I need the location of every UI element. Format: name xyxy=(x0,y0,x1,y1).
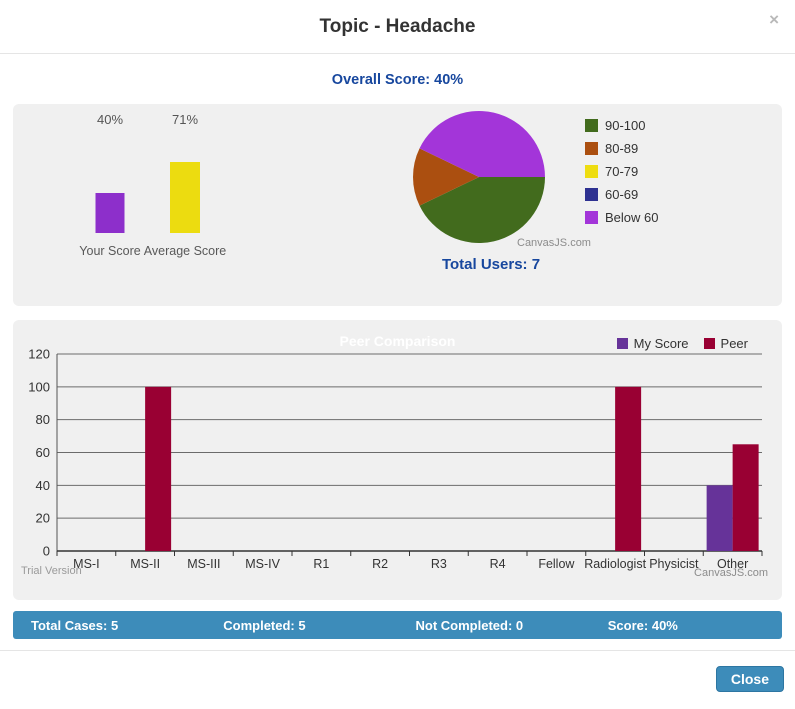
legend-label: 80-89 xyxy=(605,141,639,156)
legend-swatch xyxy=(585,165,598,178)
peer-bar-my-score xyxy=(706,485,733,551)
stat-not-completed-label: Not Completed: xyxy=(415,617,513,633)
summary-stats-bar: Total Cases: 5 Completed: 5 Not Complete… xyxy=(13,611,782,639)
pie-legend-item[interactable]: 90-100 xyxy=(585,114,658,137)
stat-total-cases-label: Total Cases: xyxy=(31,617,108,633)
modal-footer: Close xyxy=(0,650,795,692)
legend-label: 70-79 xyxy=(605,164,639,179)
total-users: Total Users: 7 xyxy=(381,256,601,273)
y-axis-tick-label: 120 xyxy=(28,347,50,362)
stat-completed-value: 5 xyxy=(298,617,306,633)
peer-legend-item[interactable]: Peer xyxy=(703,336,748,351)
y-axis-tick-label: 60 xyxy=(36,445,50,460)
legend-label: 60-69 xyxy=(605,187,639,202)
y-axis-tick-label: 100 xyxy=(28,379,50,394)
peer-legend-item[interactable]: My Score xyxy=(616,336,689,351)
legend-label: My Score xyxy=(633,336,689,351)
y-axis-tick-label: 40 xyxy=(36,478,50,493)
x-axis-category-label: MS-II xyxy=(130,557,160,571)
x-axis-category-label: Other xyxy=(717,557,748,571)
score-bar xyxy=(95,193,125,233)
x-axis-category-label: R1 xyxy=(313,557,329,571)
score-bar xyxy=(170,162,200,233)
y-axis-tick-label: 20 xyxy=(36,511,50,526)
legend-swatch xyxy=(585,142,598,155)
overall-score-value: 40% xyxy=(434,72,464,88)
stat-score-value: 40% xyxy=(651,617,678,633)
stat-not-completed-value: 0 xyxy=(515,617,524,633)
pie-legend: 90-100 80-89 70-79 60-69 Below 60 xyxy=(585,114,658,229)
total-users-label: Total Users: xyxy=(441,256,528,273)
pie-slice xyxy=(419,111,545,177)
peer-bar-peer xyxy=(145,386,172,551)
pie-slice xyxy=(419,177,545,243)
pie-legend-item[interactable]: 70-79 xyxy=(585,160,658,183)
overall-score-label: Overall Score: xyxy=(331,72,431,88)
legend-label: 90-100 xyxy=(605,118,646,133)
legend-swatch xyxy=(703,338,715,349)
score-distribution-pie-chart xyxy=(413,111,545,243)
y-axis-tick-label: 80 xyxy=(36,412,50,427)
bar-value-label: 71% xyxy=(172,112,198,127)
score-overview-panel: 40% Your Score 71% Average Score CanvasJS.c… xyxy=(13,104,782,306)
bar-category-label: Average Score xyxy=(144,244,227,258)
y-axis-tick-label: 0 xyxy=(43,544,50,559)
x-axis-category-label: R4 xyxy=(490,557,506,571)
x-axis-category-label: MS-IV xyxy=(245,557,280,571)
canvasjs-credit-link[interactable]: CanvasJS.com xyxy=(694,567,768,579)
bar-value-label: 40% xyxy=(97,112,123,127)
stat-score: Score: 40% xyxy=(590,618,782,633)
stat-total-cases: Total Cases: 5 xyxy=(13,618,205,633)
peer-chart-title: Peer Comparison xyxy=(340,333,456,349)
pie-legend-item[interactable]: Below 60 xyxy=(585,206,658,229)
x-axis-category-label: R2 xyxy=(372,557,388,571)
modal-title: Topic - Headache xyxy=(319,16,476,37)
x-axis-category-label: MS-III xyxy=(187,557,220,571)
legend-label: Peer xyxy=(720,336,748,351)
legend-swatch xyxy=(616,338,628,349)
total-users-value: 7 xyxy=(531,256,541,273)
peer-comparison-panel: 0 20 40 60 80 100 120 MS-I MS-II MS-III MS-IV R1 R2 R… xyxy=(13,320,782,600)
modal-header: Topic - Headache × xyxy=(0,0,795,54)
stat-total-cases-value: 5 xyxy=(110,617,119,633)
stat-completed-label: Completed: xyxy=(223,617,295,633)
peer-bar-peer xyxy=(615,386,642,551)
close-icon[interactable]: × xyxy=(769,10,779,29)
stat-score-label: Score: xyxy=(607,617,649,633)
pie-legend-item[interactable]: 60-69 xyxy=(585,183,658,206)
legend-swatch xyxy=(585,119,598,132)
peer-chart-legend: My Score Peer xyxy=(616,336,748,351)
legend-swatch xyxy=(585,211,598,224)
stat-not-completed: Not Completed: 0 xyxy=(398,618,590,633)
x-axis-category-label: Radiologist xyxy=(584,557,646,571)
overall-score: Overall Score: 40% xyxy=(0,70,795,90)
pie-slice xyxy=(413,148,479,206)
legend-label: Below 60 xyxy=(605,210,659,225)
trial-version-watermark: Trial Version xyxy=(21,565,82,577)
peer-bar-peer xyxy=(732,444,759,551)
bar-category-label: Your Score xyxy=(79,244,140,258)
score-bar-chart: 40% Your Score 71% Average Score xyxy=(60,109,320,269)
x-axis-category-label: MS-I xyxy=(73,557,99,571)
x-axis-category-label: Fellow xyxy=(538,557,575,571)
x-axis-category-label: R3 xyxy=(431,557,447,571)
stat-completed: Completed: 5 xyxy=(205,618,397,633)
pie-legend-item[interactable]: 80-89 xyxy=(585,137,658,160)
canvasjs-credit-link[interactable]: CanvasJS.com xyxy=(517,237,591,249)
peer-comparison-chart: 0 20 40 60 80 100 120 MS-I MS-II MS-III MS-IV R1 R2 R… xyxy=(13,320,782,600)
x-axis-category-label: Physicist xyxy=(649,557,699,571)
close-button[interactable]: Close xyxy=(715,666,784,692)
legend-swatch xyxy=(585,188,598,201)
